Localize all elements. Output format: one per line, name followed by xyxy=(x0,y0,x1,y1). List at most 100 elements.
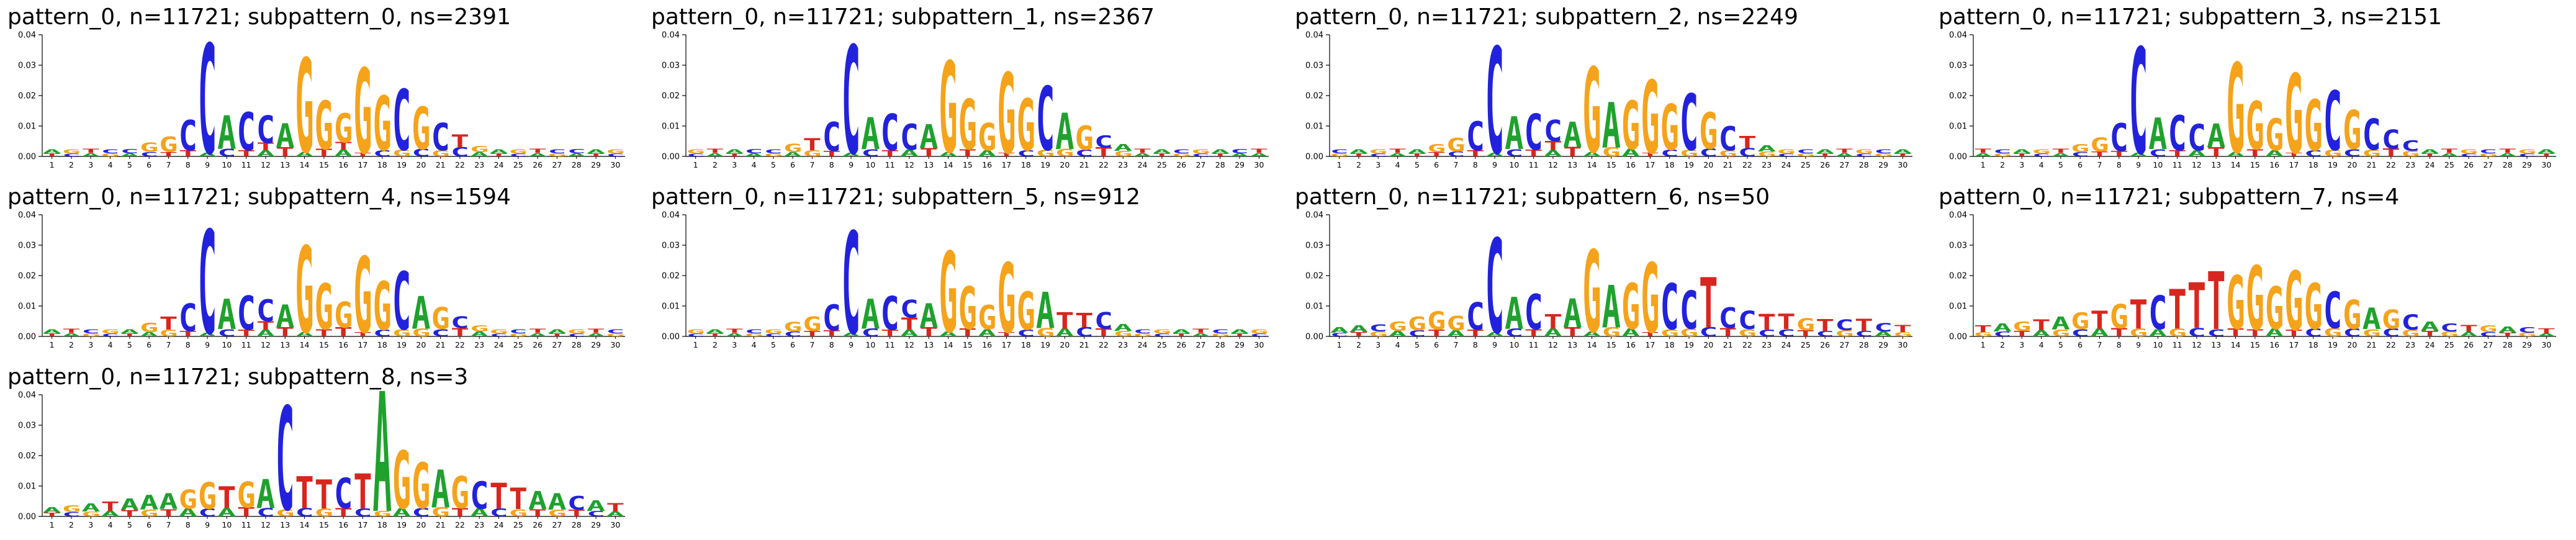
svg-text:T: T xyxy=(236,148,255,158)
y-tick-label: 0.02 xyxy=(662,91,680,101)
logo-letter: C xyxy=(2071,327,2089,339)
logo-letter: G xyxy=(997,243,1016,352)
logo-letter: G xyxy=(159,328,178,338)
logo-letter: G xyxy=(295,222,313,353)
logo-letter: A xyxy=(1621,146,1641,159)
x-tick-label: 10 xyxy=(865,160,875,169)
logo-letter: A xyxy=(81,502,101,514)
svg-text:C: C xyxy=(822,297,841,339)
x-tick-label: 18 xyxy=(1665,340,1675,349)
logo-letter: G xyxy=(179,484,197,515)
logo-letter: T xyxy=(528,507,547,519)
logo-letter: T xyxy=(2051,147,2070,154)
x-tick-label: 4 xyxy=(2039,340,2044,349)
svg-text:A: A xyxy=(2032,328,2050,338)
svg-text:T: T xyxy=(997,331,1016,338)
logo-letter: T xyxy=(1855,315,1873,335)
svg-text:A: A xyxy=(140,491,158,514)
logo-letter: T xyxy=(81,147,100,154)
svg-text:A: A xyxy=(1993,322,2012,334)
svg-text:A: A xyxy=(295,150,314,158)
logo-letter: G xyxy=(1408,312,1426,335)
svg-text:A: A xyxy=(2148,109,2167,160)
logo-letter: C xyxy=(470,474,489,518)
logo-letter: A xyxy=(217,106,236,159)
x-tick-label: 23 xyxy=(1118,160,1128,169)
svg-text:C: C xyxy=(392,255,411,348)
logo-letter: C xyxy=(1466,295,1485,339)
logo-letter: A xyxy=(1602,273,1621,341)
logo-letter: T xyxy=(315,146,333,159)
logo-letter: T xyxy=(353,331,372,338)
logo-letter: C xyxy=(861,147,880,159)
svg-text:T: T xyxy=(2382,146,2400,158)
logo-letter: C xyxy=(1230,147,1249,155)
x-tick-label: 17 xyxy=(2289,160,2299,169)
svg-text:A: A xyxy=(1621,326,1641,338)
logo-letter: T xyxy=(2090,305,2109,335)
logo-letter: C xyxy=(1738,145,1757,159)
svg-text:G: G xyxy=(2168,326,2186,338)
svg-text:G: G xyxy=(2090,133,2109,156)
svg-text:G: G xyxy=(2265,110,2284,161)
x-tick-label: 24 xyxy=(1138,340,1148,349)
logo-letter: G xyxy=(1796,153,1815,158)
svg-text:T: T xyxy=(1074,308,1093,331)
logo-letter: G xyxy=(353,45,372,172)
logo-letter: G xyxy=(803,148,821,158)
sequence-logo-canvas-6: 0.000.010.020.030.041 2 3 4 5 6 7 8 9 10 11 12 13 14 1… xyxy=(1305,211,1912,353)
x-tick-label: 19 xyxy=(397,160,407,169)
svg-text:C: C xyxy=(567,333,586,337)
x-tick-label: 13 xyxy=(924,160,934,169)
x-tick-label: 6 xyxy=(146,520,151,529)
y-tick-label: 0.02 xyxy=(1305,271,1323,281)
logo-letter: A xyxy=(1230,153,1250,158)
logo-letter: C xyxy=(1074,325,1093,340)
x-tick-label: 20 xyxy=(2347,340,2357,349)
logo-letter: T xyxy=(1349,153,1368,158)
x-tick-label: 4 xyxy=(1395,340,1400,349)
logo-letter: T xyxy=(2440,147,2459,154)
logo-letter: A xyxy=(1835,152,1854,157)
logo-letter: C xyxy=(900,295,919,323)
svg-text:G: G xyxy=(412,449,430,523)
x-tick-label: 8 xyxy=(186,340,191,349)
svg-text:T: T xyxy=(2459,323,2478,335)
logo-letter: G xyxy=(2459,148,2478,155)
x-tick-label: 10 xyxy=(222,520,232,529)
x-tick-label: 11 xyxy=(241,160,251,169)
x-tick-label: 9 xyxy=(1492,160,1497,169)
x-tick-label: 24 xyxy=(1781,160,1791,169)
logo-letter: A xyxy=(1191,332,1210,337)
logo-letter: T xyxy=(958,326,977,338)
svg-text:T: T xyxy=(1893,153,1912,158)
svg-text:G: G xyxy=(1757,150,1776,158)
svg-text:G: G xyxy=(159,133,178,157)
svg-text:A: A xyxy=(725,148,744,154)
x-tick-label: 26 xyxy=(533,520,543,529)
x-tick-label: 11 xyxy=(1529,160,1539,169)
svg-text:T: T xyxy=(256,140,275,153)
svg-text:C: C xyxy=(764,148,783,154)
svg-text:G: G xyxy=(1427,307,1446,336)
logo-letter: C xyxy=(587,509,605,518)
logo-letter: G xyxy=(1036,148,1055,158)
x-tick-label: 27 xyxy=(1839,340,1849,349)
svg-text:G: G xyxy=(159,328,178,338)
svg-text:T: T xyxy=(2498,147,2517,154)
svg-text:T: T xyxy=(315,472,333,518)
x-tick-label: 18 xyxy=(1021,160,1031,169)
logo-letter: T xyxy=(451,325,469,339)
svg-text:A: A xyxy=(256,328,275,338)
svg-text:G: G xyxy=(1660,327,1679,339)
svg-text:T: T xyxy=(1893,323,1912,335)
logo-letter: T xyxy=(1427,328,1446,338)
svg-text:C: C xyxy=(606,328,624,334)
chart-title-4: pattern_0, n=11721; subpattern_4, ns=159… xyxy=(7,184,511,210)
x-tick-label: 11 xyxy=(1529,340,1539,349)
svg-text:C: C xyxy=(198,31,217,173)
svg-text:T: T xyxy=(706,333,724,338)
svg-text:C: C xyxy=(2071,327,2089,339)
svg-text:T: T xyxy=(334,325,353,340)
x-tick-label: 17 xyxy=(358,340,367,349)
